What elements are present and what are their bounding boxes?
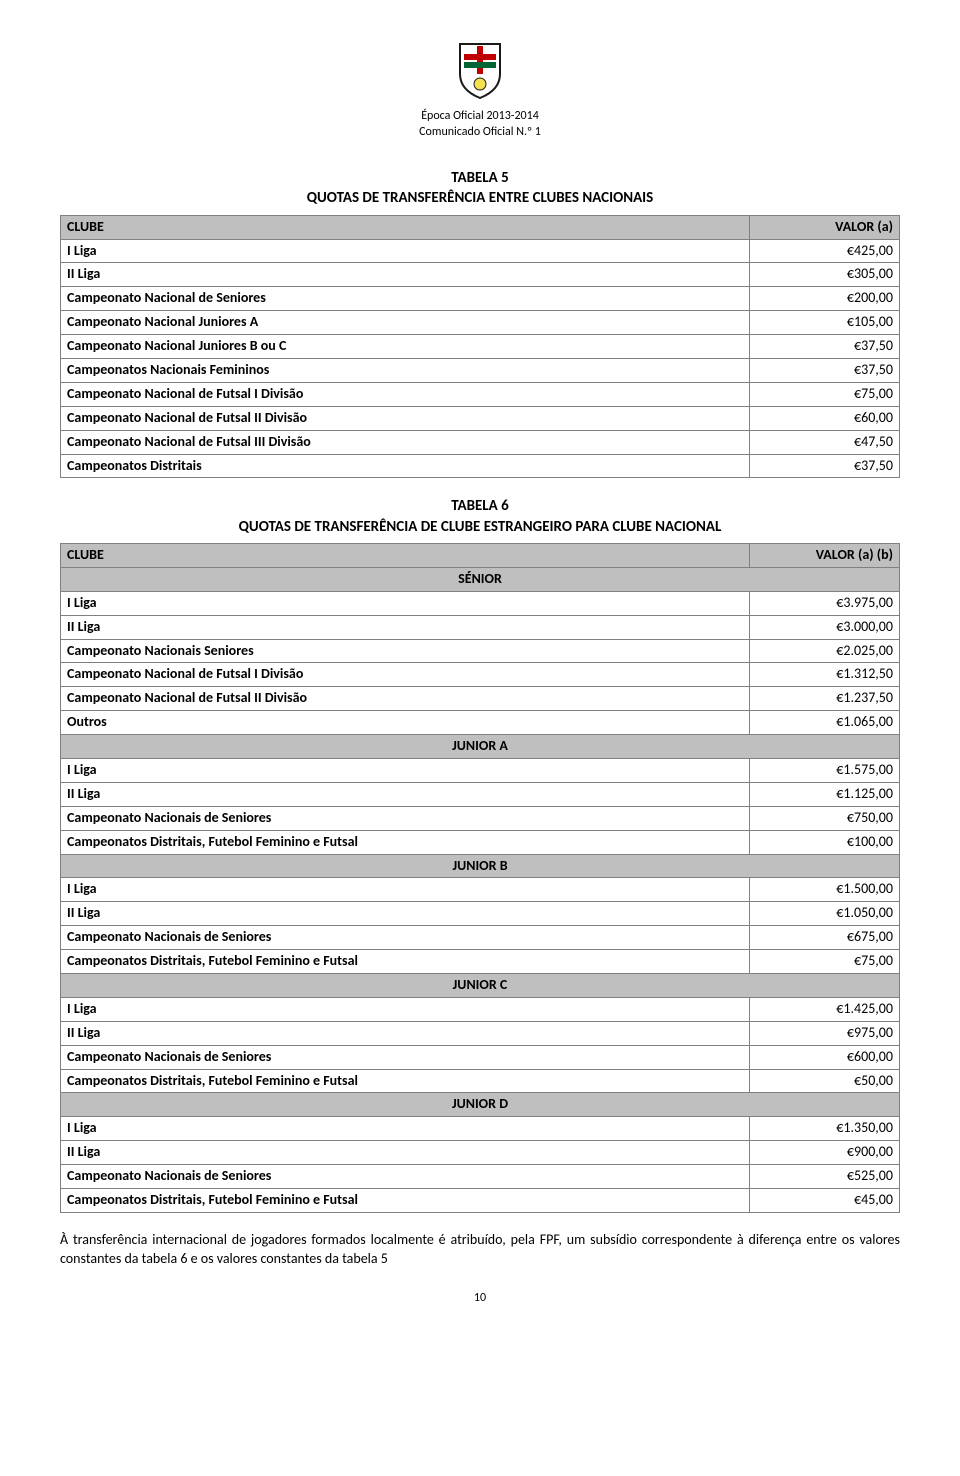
table-row-value: €1.350,00 [750,1117,900,1141]
table-row-value: €900,00 [750,1141,900,1165]
table-row-value: €975,00 [750,1021,900,1045]
table-row-value: €750,00 [750,806,900,830]
table-row-value: €305,00 [750,263,900,287]
table-row-label: Campeonato Nacional de Futsal I Divisão [61,663,750,687]
table-row-value: €75,00 [750,950,900,974]
table-row-label: I Liga [61,1117,750,1141]
table-row-label: I Liga [61,878,750,902]
table-row-label: Campeonato Nacional Juniores B ou C [61,335,750,359]
table-row-value: €47,50 [750,430,900,454]
table-row-label: Campeonatos Distritais, Futebol Feminino… [61,830,750,854]
table-row-value: €1.050,00 [750,902,900,926]
table-row-label: Campeonatos Distritais [61,454,750,478]
header-season: Época Oficial 2013-2014 [60,109,900,125]
table-row-label: I Liga [61,997,750,1021]
table-row-label: I Liga [61,759,750,783]
table-row-value: €1.500,00 [750,878,900,902]
table-row-value: €37,50 [750,454,900,478]
table-row-label: II Liga [61,1141,750,1165]
table-row-value: €1.575,00 [750,759,900,783]
table-row-label: Campeonato Nacional Juniores A [61,311,750,335]
tabela6-col-clube: CLUBE [61,543,750,567]
table-row-label: Campeonatos Distritais, Futebol Feminino… [61,1189,750,1213]
tabela6-subtitle: QUOTAS DE TRANSFERÊNCIA DE CLUBE ESTRANG… [60,517,900,537]
table-row-value: €3.975,00 [750,591,900,615]
table-row-value: €1.065,00 [750,711,900,735]
table-row-value: €600,00 [750,1045,900,1069]
table-row-label: Campeonatos Nacionais Femininos [61,359,750,383]
table-row-value: €45,00 [750,1189,900,1213]
table-row-label: Campeonato Nacionais Seniores [61,639,750,663]
table-row-label: II Liga [61,782,750,806]
table-row-value: €1.125,00 [750,782,900,806]
tabela5-col-clube: CLUBE [61,215,750,239]
table-section-header: JUNIOR D [61,1093,900,1117]
table-row-value: €425,00 [750,239,900,263]
table-row-label: II Liga [61,902,750,926]
table-row-value: €200,00 [750,287,900,311]
logo [60,40,900,105]
table-row-label: Campeonato Nacionais de Seniores [61,1165,750,1189]
table-row-label: II Liga [61,615,750,639]
footnote: À transferência internacional de jogador… [60,1231,900,1269]
tabela5-title: TABELA 5 [60,168,900,188]
table-row-label: Campeonato Nacional de Futsal II Divisão [61,687,750,711]
table-row-value: €2.025,00 [750,639,900,663]
table-row-label: Outros [61,711,750,735]
table-row-label: Campeonatos Distritais, Futebol Feminino… [61,1069,750,1093]
header-comunicado: Comunicado Oficial N.º 1 [60,125,900,141]
table-section-header: JUNIOR B [61,854,900,878]
table-row-label: Campeonato Nacionais de Seniores [61,806,750,830]
table-row-value: €525,00 [750,1165,900,1189]
tabela5-col-valor: VALOR (a) [750,215,900,239]
tabela6-col-valor: VALOR (a) (b) [750,543,900,567]
table-row-label: Campeonato Nacional de Futsal II Divisão [61,406,750,430]
tabela5-subtitle: QUOTAS DE TRANSFERÊNCIA ENTRE CLUBES NAC… [60,188,900,208]
tabela5-table: CLUBE VALOR (a) I Liga€425,00II Liga€305… [60,215,900,479]
table-section-header: SÉNIOR [61,567,900,591]
tabela6-title: TABELA 6 [60,496,900,516]
table-row-value: €75,00 [750,382,900,406]
table-row-label: I Liga [61,239,750,263]
table-row-label: II Liga [61,263,750,287]
table-row-value: €105,00 [750,311,900,335]
table-row-label: II Liga [61,1021,750,1045]
table-row-label: Campeonato Nacional de Futsal I Divisão [61,382,750,406]
table-row-value: €1.425,00 [750,997,900,1021]
table-row-value: €3.000,00 [750,615,900,639]
table-section-header: JUNIOR C [61,974,900,998]
table-row-value: €37,50 [750,359,900,383]
table-row-value: €60,00 [750,406,900,430]
table-row-label: Campeonato Nacional de Seniores [61,287,750,311]
table-row-label: Campeonato Nacional de Futsal III Divisã… [61,430,750,454]
table-section-header: JUNIOR A [61,735,900,759]
table-row-value: €37,50 [750,335,900,359]
table-row-value: €100,00 [750,830,900,854]
page-number: 10 [60,1291,900,1305]
tabela6-table: CLUBE VALOR (a) (b) SÉNIORI Liga€3.975,0… [60,543,900,1213]
table-row-value: €50,00 [750,1069,900,1093]
table-row-value: €1.237,50 [750,687,900,711]
table-row-label: Campeonatos Distritais, Futebol Feminino… [61,950,750,974]
table-row-value: €675,00 [750,926,900,950]
table-row-label: I Liga [61,591,750,615]
table-row-label: Campeonato Nacionais de Seniores [61,926,750,950]
table-row-value: €1.312,50 [750,663,900,687]
table-row-label: Campeonato Nacionais de Seniores [61,1045,750,1069]
